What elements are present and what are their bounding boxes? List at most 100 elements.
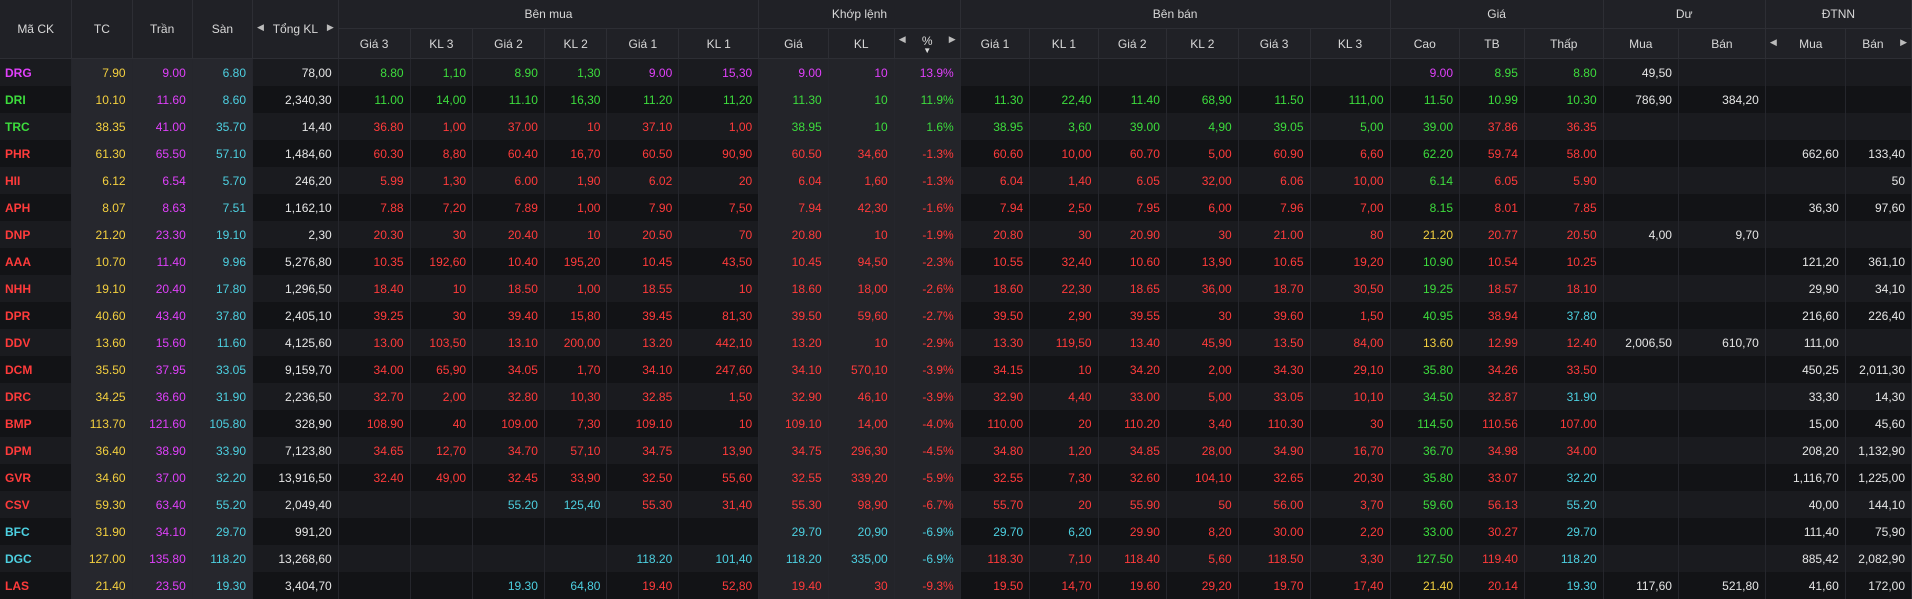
bid-cell: 6.00: [473, 167, 545, 194]
ask-cell: 7,00: [1310, 194, 1390, 221]
col-floor[interactable]: Sàn: [192, 0, 252, 59]
ask-cell: 60.70: [1098, 140, 1166, 167]
match-volume-cell: 59,60: [828, 302, 894, 329]
col-ask-vol-3[interactable]: KL 3: [1310, 29, 1390, 59]
bid-cell: 20.40: [473, 221, 545, 248]
caret-left-icon[interactable]: ◀: [899, 34, 906, 45]
ask-cell: 14,70: [1030, 572, 1098, 599]
remain-buy-cell: 49,50: [1603, 59, 1678, 87]
col-ask-vol-1[interactable]: KL 1: [1030, 29, 1098, 59]
col-foreign-sell[interactable]: Bán▶: [1845, 29, 1911, 59]
total-volume-cell: 1,162,10: [253, 194, 339, 221]
ask-cell: 36,00: [1166, 275, 1238, 302]
price-stat-cell: 10.90: [1390, 248, 1460, 275]
bid-cell: [473, 545, 545, 572]
caret-left-icon[interactable]: ◀: [257, 22, 264, 33]
bid-cell: 1,00: [544, 194, 607, 221]
col-ask-vol-2[interactable]: KL 2: [1166, 29, 1238, 59]
caret-right-icon[interactable]: ▶: [327, 22, 334, 33]
col-bid-vol-1[interactable]: KL 1: [679, 29, 759, 59]
bid-cell: 34.65: [338, 437, 410, 464]
foreign-buy-cell: 450,25: [1765, 356, 1845, 383]
bid-cell: 16,30: [544, 86, 607, 113]
col-ask-price-3[interactable]: Giá 3: [1238, 29, 1310, 59]
col-ref[interactable]: TC: [72, 0, 132, 59]
col-foreign-buy[interactable]: ◀Mua: [1765, 29, 1845, 59]
bid-cell: 10: [544, 113, 607, 140]
foreign-sell-cell: 2,011,30: [1845, 356, 1911, 383]
ask-cell: 13.50: [1238, 329, 1310, 356]
col-match-pct[interactable]: ◀%▶ ▼: [894, 29, 960, 59]
ceil-price-cell: 23.30: [132, 221, 192, 248]
bid-cell: 37.00: [473, 113, 545, 140]
col-match-vol[interactable]: KL: [828, 29, 894, 59]
ref-price-cell: 36.40: [72, 437, 132, 464]
col-ask-price-1[interactable]: Giá 1: [960, 29, 1030, 59]
col-avg[interactable]: TB: [1460, 29, 1525, 59]
col-symbol[interactable]: Mã CK: [0, 0, 72, 59]
col-total-vol[interactable]: ◀Tổng KL▶: [253, 0, 339, 59]
col-match-price[interactable]: Giá: [759, 29, 829, 59]
match-price-cell: 18.60: [759, 275, 829, 302]
col-remain-sell[interactable]: Bán: [1678, 29, 1765, 59]
remain-sell-cell: [1678, 140, 1765, 167]
ceil-price-cell: 65.50: [132, 140, 192, 167]
ask-cell: 118.50: [1238, 545, 1310, 572]
ask-cell: 80: [1310, 221, 1390, 248]
caret-right-icon[interactable]: ▶: [1900, 37, 1907, 48]
ask-cell: 33.00: [1098, 383, 1166, 410]
symbol-cell: NHH: [0, 275, 72, 302]
group-bid: Bên mua: [338, 0, 758, 29]
ref-price-cell: 6.12: [72, 167, 132, 194]
foreign-buy-cell: [1765, 221, 1845, 248]
ask-cell: 32.90: [960, 383, 1030, 410]
bid-cell: 1,30: [544, 59, 607, 87]
group-foreign: ĐTNN: [1765, 0, 1911, 29]
col-bid-price-1[interactable]: Giá 1: [607, 29, 679, 59]
match-volume-cell: 10: [828, 113, 894, 140]
bid-cell: 1,70: [544, 356, 607, 383]
ask-cell: 7.94: [960, 194, 1030, 221]
col-high[interactable]: Cao: [1390, 29, 1460, 59]
col-low[interactable]: Thấp: [1524, 29, 1603, 59]
remain-buy-cell: [1603, 491, 1678, 518]
bid-cell: 10.45: [607, 248, 679, 275]
ref-price-cell: 13.60: [72, 329, 132, 356]
col-bid-vol-3[interactable]: KL 3: [410, 29, 473, 59]
ask-cell: 32.55: [960, 464, 1030, 491]
price-stat-cell: 119.40: [1460, 545, 1525, 572]
col-ask-price-2[interactable]: Giá 2: [1098, 29, 1166, 59]
foreign-buy-cell: 1,116,70: [1765, 464, 1845, 491]
col-bid-price-3[interactable]: Giá 3: [338, 29, 410, 59]
caret-right-icon[interactable]: ▶: [949, 34, 956, 45]
price-stat-cell: 32.87: [1460, 383, 1525, 410]
col-ceil[interactable]: Trần: [132, 0, 192, 59]
col-remain-buy[interactable]: Mua: [1603, 29, 1678, 59]
caret-left-icon[interactable]: ◀: [1770, 37, 1777, 48]
col-bid-vol-2[interactable]: KL 2: [544, 29, 607, 59]
col-bid-price-2[interactable]: Giá 2: [473, 29, 545, 59]
bid-cell: [473, 518, 545, 545]
remain-sell-cell: [1678, 167, 1765, 194]
bid-cell: 101,40: [679, 545, 759, 572]
